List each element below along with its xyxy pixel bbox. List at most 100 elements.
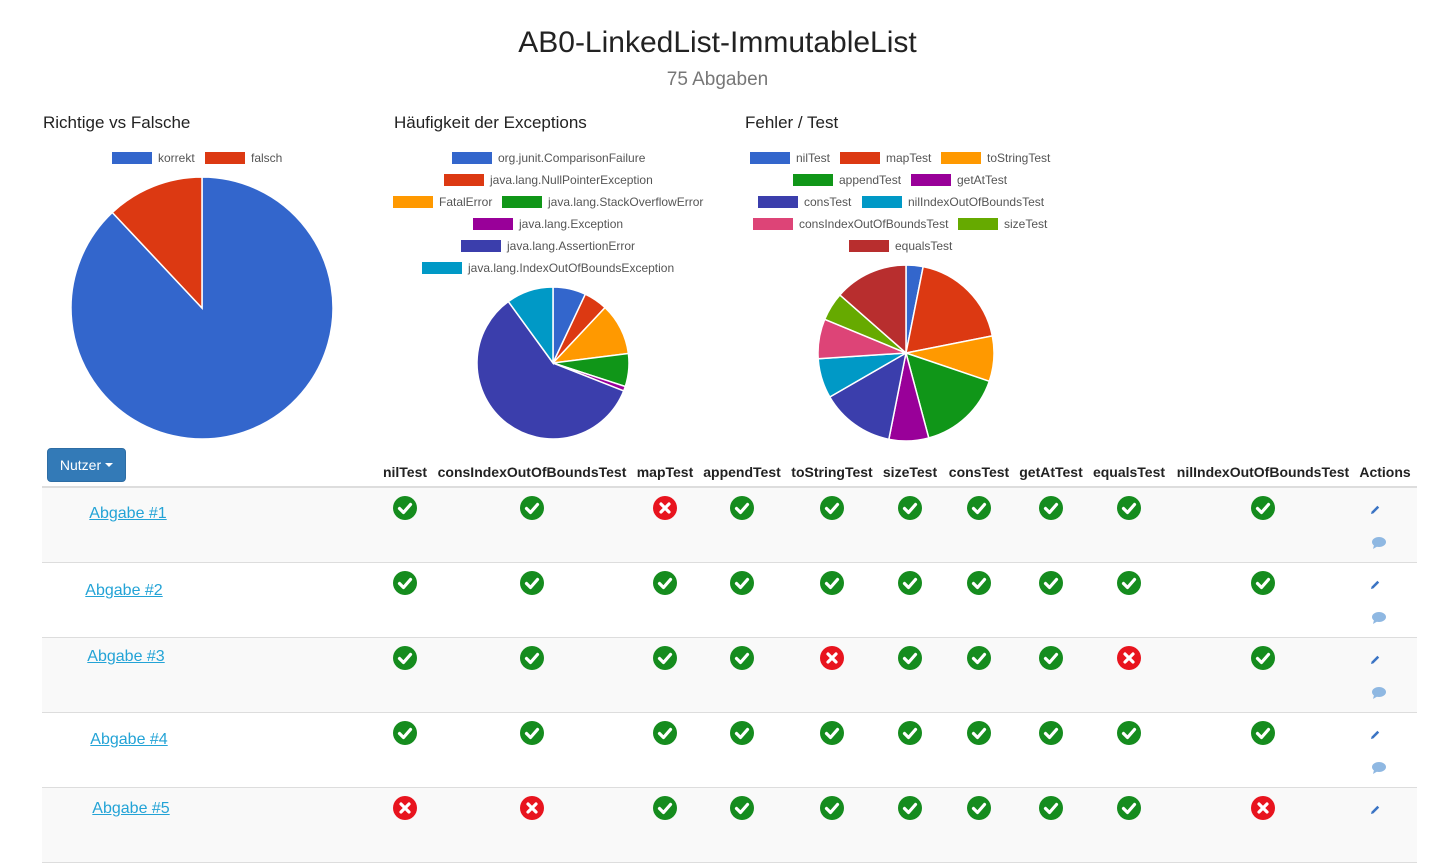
legend-label-org-junit-comparisonfailure: org.junit.ComparisonFailure [498, 151, 646, 165]
column-header-getattest: getAtTest [1019, 464, 1083, 480]
comment-icon[interactable] [1371, 761, 1387, 780]
pie-slice-equalstest [838, 264, 907, 355]
x-circle-icon [520, 796, 544, 820]
legend-label-constest: consTest [804, 195, 852, 209]
check-circle-icon [1039, 721, 1063, 745]
column-header-equalstest: equalsTest [1092, 464, 1166, 480]
check-circle-icon [653, 646, 677, 670]
legend-swatch-org-junit-comparisonfailure [452, 152, 492, 164]
check-circle-icon [393, 496, 417, 520]
chart-exceptions: org.junit.ComparisonFailure java.lang.Nul… [393, 151, 703, 440]
check-circle-icon [820, 496, 844, 520]
x-circle-icon [653, 496, 677, 520]
chart-title-errors-per-test: Fehler / Test [745, 113, 839, 132]
legend-label-nilindexoutofboundstest: nilIndexOutOfBoundsTest [908, 195, 1045, 209]
legend-label-falsch: falsch [251, 151, 282, 165]
check-circle-icon [820, 796, 844, 820]
check-circle-icon [1039, 496, 1063, 520]
x-circle-icon [1251, 796, 1275, 820]
submission-link[interactable]: Abgabe #2 [85, 582, 163, 599]
pie-slice-falsch [111, 176, 203, 310]
comment-icon[interactable] [1371, 536, 1387, 555]
nutzer-dropdown-button[interactable]: Nutzer [47, 448, 126, 482]
pencil-icon[interactable] [1369, 578, 1381, 596]
legend-swatch-falsch [205, 152, 245, 164]
x-circle-icon [820, 646, 844, 670]
submission-link[interactable]: Abgabe #4 [90, 731, 168, 748]
column-header-consindexoutofboundstest: consIndexOutOfBoundsTest [437, 464, 627, 480]
column-header-maptest: mapTest [636, 464, 694, 480]
comment-icon[interactable] [1371, 611, 1387, 630]
legend-swatch-getattest [911, 174, 951, 186]
chart-title-correct-vs-wrong: Richtige vs Falsche [43, 113, 191, 132]
column-header-actions: Actions [1359, 464, 1411, 480]
legend-label-maptest: mapTest [886, 151, 932, 165]
submission-link[interactable]: Abgabe #5 [92, 800, 170, 817]
pencil-icon[interactable] [1369, 653, 1381, 671]
caret-down-icon [105, 463, 114, 467]
check-circle-icon [1039, 796, 1063, 820]
column-header-constest: consTest [948, 464, 1010, 480]
legend-swatch-consindexoutofboundstest [753, 218, 793, 230]
x-circle-icon [1117, 646, 1141, 670]
check-circle-icon [1251, 571, 1275, 595]
column-header-niltest: nilTest [382, 464, 428, 480]
check-circle-icon [393, 571, 417, 595]
check-circle-icon [1039, 646, 1063, 670]
check-circle-icon [653, 721, 677, 745]
pencil-icon[interactable] [1369, 503, 1381, 521]
submission-count: 75 Abgaben [666, 69, 769, 90]
legend-label-sizetest: sizeTest [1004, 217, 1048, 231]
legend-swatch-maptest [840, 152, 880, 164]
check-circle-icon [1117, 571, 1141, 595]
check-circle-icon [967, 646, 991, 670]
column-header-appendtest: appendTest [703, 464, 781, 480]
check-circle-icon [520, 721, 544, 745]
legend-label-java-lang-indexoutofboundsexception: java.lang.IndexOutOfBoundsException [467, 261, 674, 275]
table-row: Abgabe #4 [42, 713, 1417, 788]
check-circle-icon [820, 721, 844, 745]
legend-label-java-lang-exception: java.lang.Exception [518, 217, 623, 231]
check-circle-icon [520, 646, 544, 670]
check-circle-icon [730, 646, 754, 670]
chart-correct-vs-wrong: korrekt falsch [70, 151, 334, 440]
legend-swatch-constest [758, 196, 798, 208]
pie-slice-maptest [905, 265, 994, 354]
legend-swatch-nilindexoutofboundstest [862, 196, 902, 208]
check-circle-icon [967, 571, 991, 595]
check-circle-icon [730, 796, 754, 820]
table-row: Abgabe #5 [42, 788, 1417, 863]
check-circle-icon [653, 571, 677, 595]
table-row: Abgabe #3 [42, 638, 1417, 713]
check-circle-icon [393, 721, 417, 745]
table-header-divider [42, 486, 1417, 488]
check-circle-icon [898, 646, 922, 670]
pie-slice-java-lang-indexoutofboundsexception [507, 286, 554, 366]
check-circle-icon [730, 496, 754, 520]
table-row: Abgabe #1 [42, 488, 1417, 563]
check-circle-icon [967, 721, 991, 745]
check-circle-icon [1117, 796, 1141, 820]
pie-slice-java-lang-assertionerror [476, 300, 625, 440]
legend-label-consindexoutofboundstest: consIndexOutOfBoundsTest [799, 217, 949, 231]
legend-label-java-lang-assertionerror: java.lang.AssertionError [506, 239, 635, 253]
column-header-tostringtest: toStringTest [791, 464, 873, 480]
pencil-icon[interactable] [1369, 728, 1381, 746]
submission-link[interactable]: Abgabe #3 [87, 648, 165, 665]
check-circle-icon [730, 571, 754, 595]
submission-link[interactable]: Abgabe #1 [89, 505, 167, 522]
legend-swatch-sizetest [958, 218, 998, 230]
legend-swatch-java-lang-nullpointerexception [444, 174, 484, 186]
legend-swatch-niltest [750, 152, 790, 164]
pencil-icon[interactable] [1369, 803, 1381, 821]
check-circle-icon [898, 796, 922, 820]
comment-icon[interactable] [1371, 686, 1387, 705]
chart-errors-per-test: nilTest mapTest toStringTest appendTest getA… [750, 151, 1051, 442]
legend-swatch-java-lang-stackoverflowerror [502, 196, 542, 208]
legend-label-niltest: nilTest [796, 151, 831, 165]
legend-label-fatalerror: FatalError [439, 195, 492, 209]
check-circle-icon [820, 571, 844, 595]
legend-swatch-java-lang-exception [473, 218, 513, 230]
check-circle-icon [520, 496, 544, 520]
check-circle-icon [730, 721, 754, 745]
